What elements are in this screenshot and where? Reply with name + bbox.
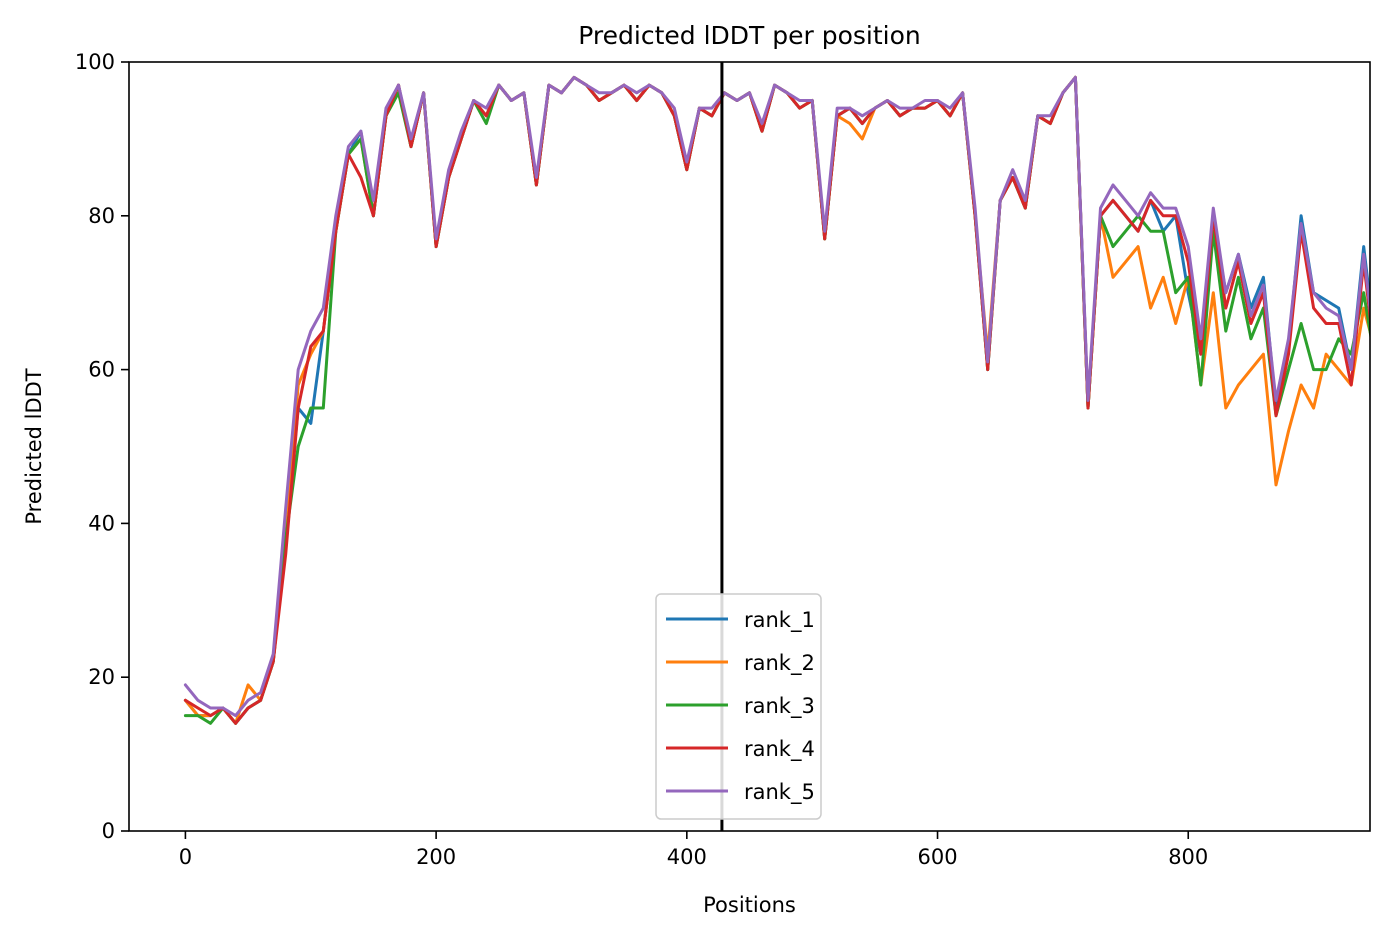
series-layer [183,75,1370,725]
x-axis: 0 200 400 600 800 [179,831,1208,869]
y-tick-label: 0 [102,819,115,843]
y-tick-label: 40 [88,511,115,535]
y-tick-label: 20 [88,665,115,689]
x-tick-label: 0 [179,845,192,869]
series-line-rank_5 [183,75,1370,718]
x-tick-label: 800 [1168,845,1208,869]
legend-label-rank_2: rank_2 [744,651,815,676]
y-axis-title: Predicted lDDT [22,368,46,524]
chart-title: Predicted lDDT per position [578,21,920,50]
legend-label-rank_5: rank_5 [744,780,815,805]
x-tick-label: 200 [416,845,456,869]
y-tick-label: 100 [75,50,115,74]
x-tick-label: 400 [667,845,707,869]
x-axis-title: Positions [703,893,796,917]
legend-label-rank_1: rank_1 [744,608,815,633]
x-tick-label: 600 [917,845,957,869]
legend: rank_1 rank_2 rank_3 rank_4 rank_5 [655,593,822,820]
plot-frame [128,61,1371,832]
y-tick-label: 80 [88,204,115,228]
legend-box [655,593,822,820]
y-tick-label: 60 [88,358,115,382]
legend-label-rank_3: rank_3 [744,694,815,719]
y-axis: 0 20 40 60 80 100 [75,50,129,843]
legend-label-rank_4: rank_4 [744,737,815,762]
